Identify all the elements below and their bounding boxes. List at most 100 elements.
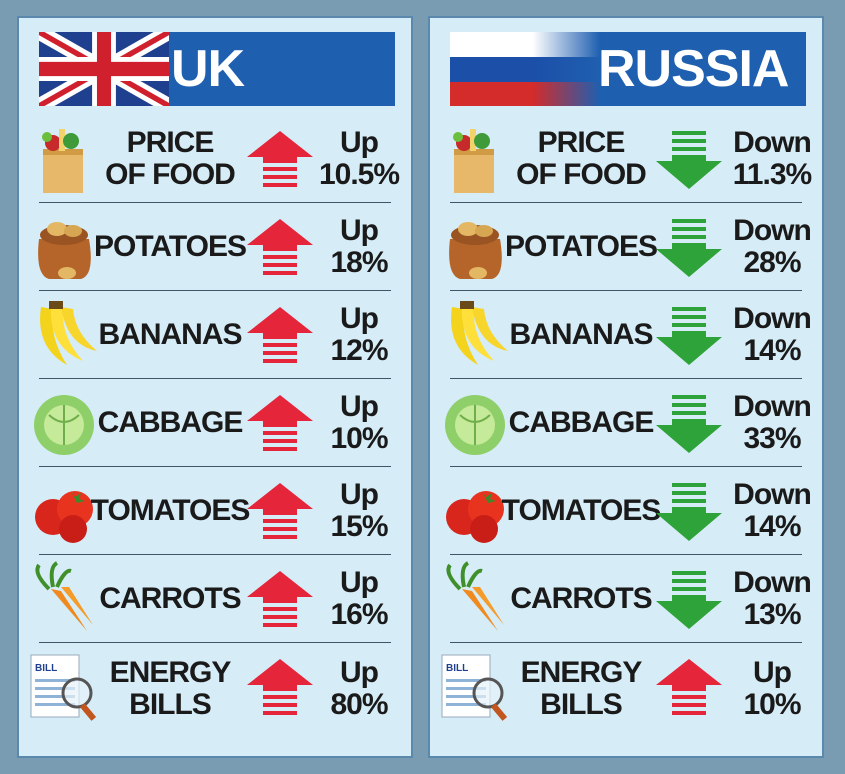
item-label-line1: CABBAGE — [97, 406, 244, 439]
item-label-line2: OF FOOD — [516, 158, 647, 191]
change-percent: 33% — [743, 422, 801, 455]
russia-rows: PRICE OF FOOD Down 11.3% POTATOES Down 28% BANA… — [430, 115, 822, 735]
list-item: CARROTS Up 16% — [19, 555, 411, 643]
change-value: Down 33% — [724, 379, 820, 467]
carrot-icon — [438, 561, 512, 635]
change-value: Down 13% — [724, 555, 820, 643]
item-label: CARROTS — [89, 555, 251, 643]
up-arrow-icon — [247, 219, 313, 277]
change-percent: 15% — [330, 510, 388, 543]
bill-magnifier-icon: BILL — [27, 649, 101, 723]
change-direction-word: Up — [340, 214, 379, 247]
change-direction-word: Up — [340, 302, 379, 335]
change-percent: 10% — [330, 422, 388, 455]
change-value: Up 16% — [311, 555, 407, 643]
cabbage-icon — [438, 385, 512, 459]
item-label-line1: PRICE — [126, 126, 215, 159]
up-arrow-icon — [656, 659, 722, 717]
list-item: BILL ENERGY BILLS Up 10% — [430, 643, 822, 735]
tomato-icon — [27, 473, 101, 547]
up-arrow-icon — [247, 659, 313, 717]
change-direction-word: Up — [340, 656, 379, 689]
item-label: ENERGY BILLS — [500, 643, 662, 735]
down-arrow-icon — [656, 307, 722, 365]
change-percent: 18% — [330, 246, 388, 279]
up-arrow-icon — [247, 131, 313, 189]
svg-text:BILL: BILL — [446, 663, 468, 674]
list-item: CABBAGE Down 33% — [430, 379, 822, 467]
item-label-line1: ENERGY — [520, 656, 643, 689]
cabbage-icon — [27, 385, 101, 459]
down-arrow-icon — [656, 571, 722, 629]
item-label-line1: CARROTS — [99, 582, 241, 615]
change-direction-word: Up — [340, 126, 379, 159]
list-item: POTATOES Down 28% — [430, 203, 822, 291]
change-direction-word: Down — [733, 302, 812, 335]
item-label: ENERGY BILLS — [89, 643, 251, 735]
change-direction-word: Down — [733, 126, 812, 159]
change-direction-word: Down — [733, 214, 812, 247]
item-label-line1: ENERGY — [109, 656, 232, 689]
change-value: Down 11.3% — [724, 115, 820, 203]
uk-rows: PRICE OF FOOD Up 10.5% POTATOES Up 18% BANANAS U… — [19, 115, 411, 735]
change-percent: 10% — [743, 688, 801, 721]
list-item: TOMATOES Up 15% — [19, 467, 411, 555]
change-direction-word: Up — [753, 656, 792, 689]
russia-title: RUSSIA — [598, 40, 789, 98]
change-percent: 10.5% — [318, 158, 400, 191]
item-label-line1: BANANAS — [98, 318, 243, 351]
change-value: Up 15% — [311, 467, 407, 555]
grocery-bag-icon — [438, 123, 512, 197]
grocery-bag-icon — [27, 123, 101, 197]
item-label: CABBAGE — [500, 379, 662, 467]
item-label: TOMATOES — [500, 467, 662, 555]
change-value: Up 10% — [724, 643, 820, 735]
down-arrow-icon — [656, 219, 722, 277]
item-label-line2: BILLS — [129, 688, 212, 721]
list-item: PRICE OF FOOD Up 10.5% — [19, 115, 411, 203]
up-arrow-icon — [247, 483, 313, 541]
change-value: Up 18% — [311, 203, 407, 291]
down-arrow-icon — [656, 483, 722, 541]
banana-icon — [27, 297, 101, 371]
change-percent: 13% — [743, 598, 801, 631]
item-label: BANANAS — [500, 291, 662, 379]
change-value: Up 80% — [311, 643, 407, 735]
change-percent: 80% — [330, 688, 388, 721]
item-label-line1: CARROTS — [510, 582, 652, 615]
list-item: BANANAS Down 14% — [430, 291, 822, 379]
banana-icon — [438, 297, 512, 371]
up-arrow-icon — [247, 307, 313, 365]
tomato-icon — [438, 473, 512, 547]
item-label: TOMATOES — [89, 467, 251, 555]
down-arrow-icon — [656, 131, 722, 189]
list-item: PRICE OF FOOD Down 11.3% — [430, 115, 822, 203]
russia-flag-icon — [450, 32, 600, 106]
change-direction-word: Down — [733, 478, 812, 511]
list-item: CABBAGE Up 10% — [19, 379, 411, 467]
change-direction-word: Down — [733, 390, 812, 423]
change-value: Down 28% — [724, 203, 820, 291]
change-direction-word: Down — [733, 566, 812, 599]
change-direction-word: Up — [340, 390, 379, 423]
change-percent: 12% — [330, 334, 388, 367]
union-jack-flag-icon — [39, 32, 169, 106]
list-item: TOMATOES Down 14% — [430, 467, 822, 555]
item-label: CABBAGE — [89, 379, 251, 467]
bill-magnifier-icon: BILL — [438, 649, 512, 723]
list-item: BANANAS Up 12% — [19, 291, 411, 379]
item-label-line2: BILLS — [540, 688, 623, 721]
down-arrow-icon — [656, 395, 722, 453]
potato-sack-icon — [438, 209, 512, 283]
change-direction-word: Up — [340, 478, 379, 511]
item-label-line1: TOMATOES — [501, 494, 662, 527]
russia-header: RUSSIA — [450, 32, 806, 106]
change-value: Up 12% — [311, 291, 407, 379]
item-label: PRICE OF FOOD — [500, 115, 662, 203]
change-percent: 14% — [743, 334, 801, 367]
uk-header: UK — [39, 32, 395, 106]
item-label: PRICE OF FOOD — [89, 115, 251, 203]
russia-panel: RUSSIA PRICE OF FOOD Down 11.3% POTATOES Down… — [428, 16, 824, 758]
change-percent: 14% — [743, 510, 801, 543]
change-percent: 28% — [743, 246, 801, 279]
